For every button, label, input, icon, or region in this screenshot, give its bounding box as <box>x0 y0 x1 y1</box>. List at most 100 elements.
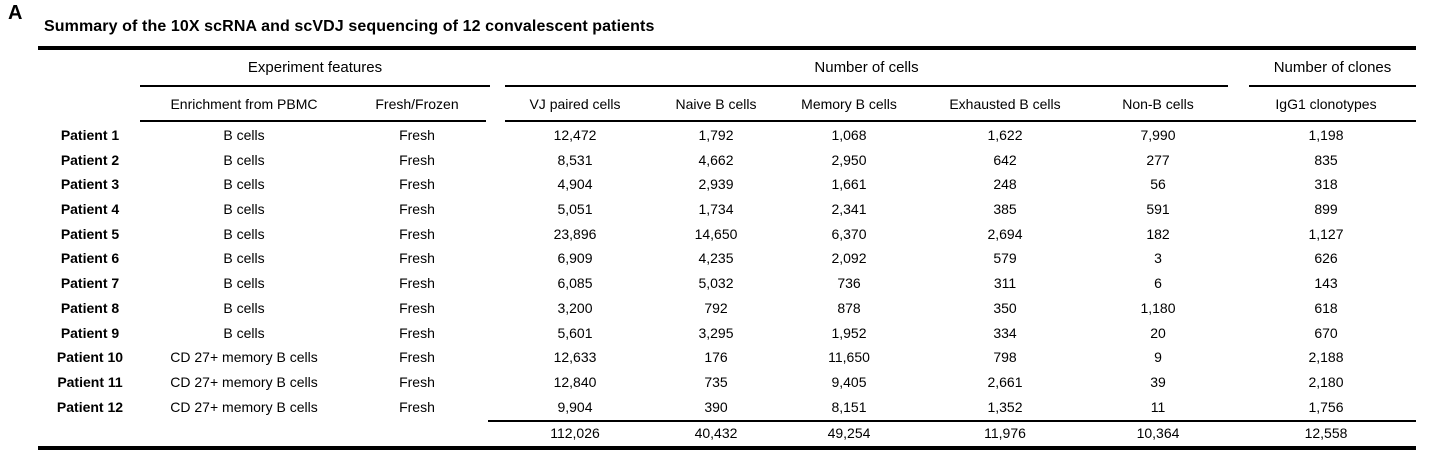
memory-b-cells-cell: 736 <box>837 275 861 292</box>
enrichment-cell: CD 27+ memory B cells <box>170 373 318 390</box>
naive-b-cells-cell: 3,295 <box>698 324 734 341</box>
enrichment-cell: B cells <box>223 225 265 242</box>
column-header-vj-paired: VJ paired cells <box>529 96 621 112</box>
igg1-clonotypes-cell: 626 <box>1314 250 1338 267</box>
fresh-frozen-cell: Fresh <box>399 201 435 218</box>
fresh-frozen-cell: Fresh <box>399 225 435 242</box>
panel-label: A <box>8 2 23 24</box>
patient-label: Patient 10 <box>56 349 124 366</box>
totals-spacer <box>348 421 486 446</box>
enrichment-cell: B cells <box>223 275 265 292</box>
bottom-rule <box>38 446 1416 450</box>
naive-b-cells-cell: 1,792 <box>698 127 734 143</box>
memory-b-cells-cell: 1,952 <box>831 324 867 341</box>
vj-paired-cells-cell: 12,633 <box>553 349 597 366</box>
memory-b-cells-cell: 2,950 <box>831 151 867 168</box>
fresh-frozen-cell: Fresh <box>399 127 435 143</box>
experiment-features-underline <box>140 85 490 87</box>
exhausted-b-cells-cell: 350 <box>993 299 1017 316</box>
naive-b-cells-cell: 792 <box>704 299 728 316</box>
exhausted-b-cells-cell: 385 <box>993 201 1017 218</box>
naive-b-cells-cell: 4,235 <box>698 250 734 267</box>
naive-b-cells-cell: 5,032 <box>698 275 734 292</box>
table-title: Summary of the 10X scRNA and scVDJ seque… <box>44 18 655 35</box>
non-b-cells-cell: 9 <box>1154 349 1162 366</box>
patient-label: Patient 11 <box>57 373 123 390</box>
non-b-cells-cell: 11 <box>1150 398 1166 415</box>
title-rule <box>38 46 1416 50</box>
enrichment-cell: B cells <box>223 250 265 267</box>
patient-label: Patient 8 <box>60 299 120 316</box>
igg1-clonotypes-cell: 1,127 <box>1308 225 1344 242</box>
number-of-cells-underline <box>505 85 1228 87</box>
igg1-clonotypes-cell: 318 <box>1314 176 1338 193</box>
exhausted-b-cells-cell: 248 <box>993 176 1017 193</box>
naive-b-cells-cell: 735 <box>704 373 728 390</box>
memory-b-cells-cell: 2,341 <box>831 201 867 218</box>
group-header-number-of-cells: Number of cells <box>814 59 919 76</box>
enrichment-cell: CD 27+ memory B cells <box>170 349 318 366</box>
totals-rule <box>488 420 1416 422</box>
patient-label: Patient 6 <box>60 250 120 267</box>
column-header-enrichment: Enrichment from PBMC <box>170 96 318 112</box>
exhausted-b-cells-cell: 2,661 <box>987 373 1023 390</box>
non-b-cells-cell: 182 <box>1146 225 1170 242</box>
total-igg1: 12,558 <box>1304 425 1348 441</box>
total-vj-paired: 112,026 <box>550 425 600 441</box>
fresh-frozen-cell: Fresh <box>399 275 435 292</box>
memory-b-cells-cell: 1,661 <box>831 176 867 193</box>
igg1-clonotypes-cell: 835 <box>1314 151 1338 168</box>
vj-paired-cells-cell: 6,909 <box>557 250 593 267</box>
vj-paired-cells-cell: 23,896 <box>553 225 597 242</box>
exhausted-b-cells-cell: 1,352 <box>987 398 1023 415</box>
naive-b-cells-cell: 390 <box>704 398 728 415</box>
column-header-naive-b: Naive B cells <box>675 96 757 112</box>
naive-b-cells-cell: 4,662 <box>698 151 734 168</box>
non-b-cells-cell: 277 <box>1146 151 1170 168</box>
non-b-cells-cell: 20 <box>1150 324 1166 341</box>
vj-paired-cells-cell: 5,051 <box>557 201 593 218</box>
totals-spacer <box>140 421 348 446</box>
igg1-clonotypes-cell: 1,198 <box>1308 127 1344 143</box>
fresh-frozen-cell: Fresh <box>399 373 435 390</box>
non-b-cells-cell: 56 <box>1150 176 1166 193</box>
column-header-row: Enrichment from PBMC Fresh/Frozen VJ pai… <box>40 91 1416 117</box>
vj-paired-cells-cell: 9,904 <box>557 398 593 415</box>
total-non-b: 10,364 <box>1136 425 1180 441</box>
group-header-number-of-clones: Number of clones <box>1273 59 1392 76</box>
igg1-clonotypes-cell: 143 <box>1314 275 1338 292</box>
fresh-frozen-cell: Fresh <box>399 176 435 193</box>
igg1-clonotypes-cell: 899 <box>1314 201 1338 218</box>
column-header-memory-b: Memory B cells <box>801 96 897 112</box>
total-exhausted-b: 11,976 <box>984 425 1026 441</box>
igg1-clonotypes-cell: 1,756 <box>1308 398 1344 415</box>
patient-label: Patient 5 <box>60 225 120 242</box>
igg1-clonotypes-cell: 2,180 <box>1308 373 1344 390</box>
total-naive-b: 40,432 <box>694 425 738 441</box>
non-b-cells-cell: 7,990 <box>1140 127 1176 143</box>
non-b-cells-cell: 39 <box>1150 373 1166 390</box>
igg1-clonotypes-cell: 670 <box>1314 324 1338 341</box>
naive-b-cells-cell: 1,734 <box>698 201 734 218</box>
fresh-frozen-cell: Fresh <box>399 299 435 316</box>
total-memory-b: 49,254 <box>827 425 871 441</box>
patient-label: Patient 4 <box>60 201 120 218</box>
subheader-rule-left <box>140 120 486 122</box>
enrichment-cell: B cells <box>223 127 265 143</box>
fresh-frozen-cell: Fresh <box>399 324 435 341</box>
non-b-cells-cell: 6 <box>1154 275 1162 292</box>
igg1-clonotypes-cell: 2,188 <box>1308 349 1344 366</box>
memory-b-cells-cell: 6,370 <box>831 225 867 242</box>
patient-label: Patient 7 <box>60 275 120 292</box>
enrichment-cell: B cells <box>223 151 265 168</box>
vj-paired-cells-cell: 3,200 <box>557 299 593 316</box>
vj-paired-cells-cell: 6,085 <box>557 275 593 292</box>
enrichment-cell: B cells <box>223 201 265 218</box>
patient-label: Patient 1 <box>60 127 120 143</box>
enrichment-cell: CD 27+ memory B cells <box>170 398 318 415</box>
column-header-igg1: IgG1 clonotypes <box>1275 96 1377 112</box>
memory-b-cells-cell: 8,151 <box>831 398 867 415</box>
exhausted-b-cells-cell: 798 <box>993 349 1017 366</box>
patient-label: Patient 2 <box>60 151 120 168</box>
